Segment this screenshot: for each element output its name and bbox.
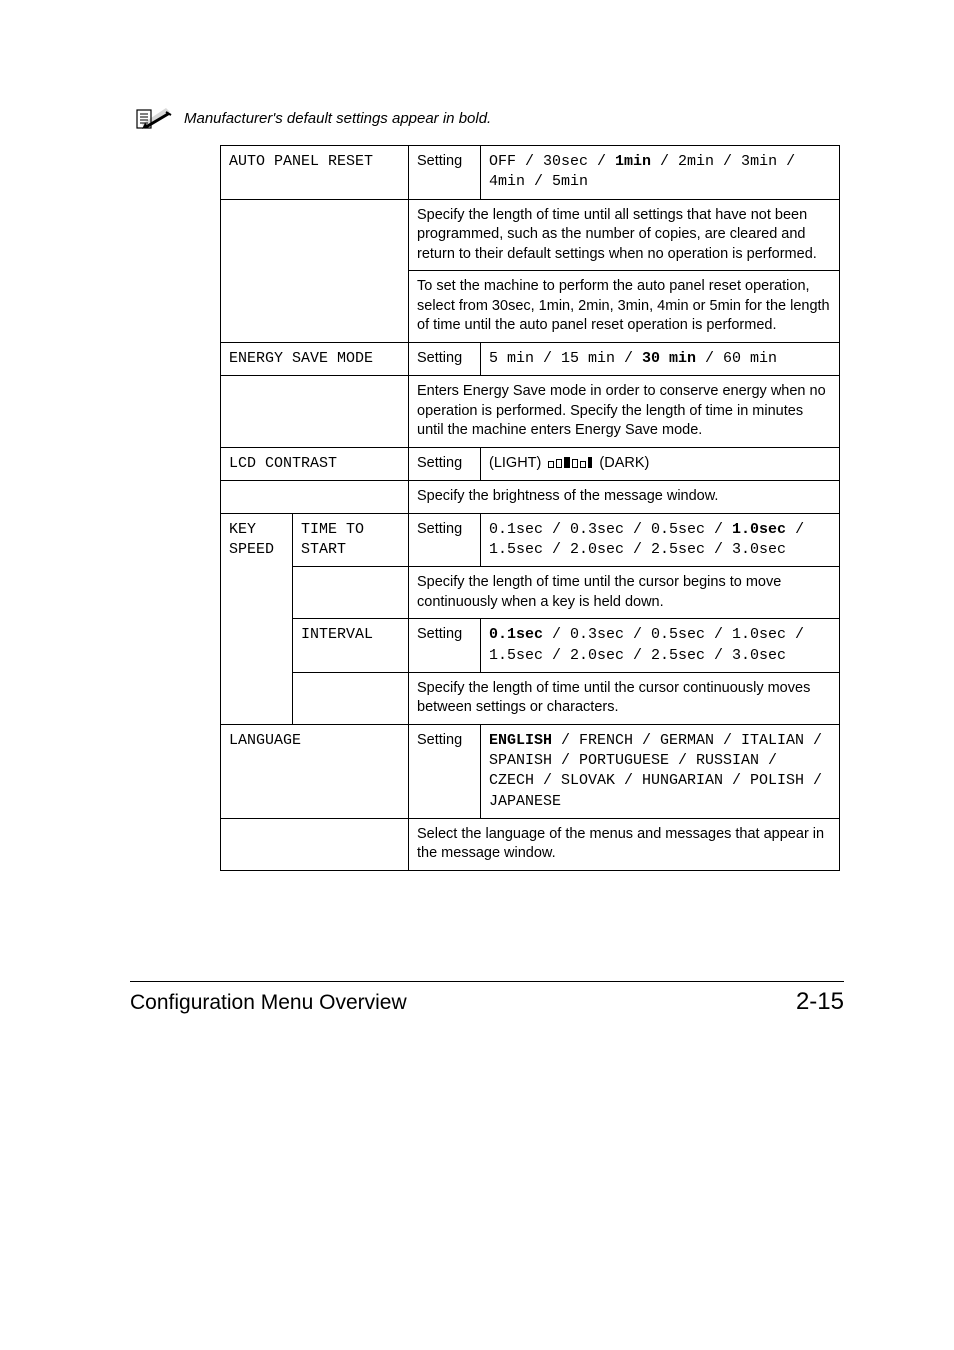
table-row: Enters Energy Save mode in order to cons… <box>221 376 840 448</box>
page-footer: Configuration Menu Overview 2-15 <box>130 981 844 1016</box>
setting-label: Setting <box>409 619 481 673</box>
table-row: To set the machine to perform the auto p… <box>221 271 840 343</box>
setting-label: Setting <box>409 447 481 480</box>
row-desc: To set the machine to perform the auto p… <box>409 271 840 343</box>
row-desc: Specify the length of time until the cur… <box>409 672 840 724</box>
table-row: LCD CONTRAST Setting (LIGHT) (DARK) <box>221 447 840 480</box>
table-row: Specify the length of time until all set… <box>221 199 840 271</box>
contrast-bars-icon <box>548 457 592 468</box>
row-desc: Specify the length of time until the cur… <box>409 567 840 619</box>
row-desc: Select the language of the menus and mes… <box>409 818 840 870</box>
table-row: INTERVAL Setting 0.1sec / 0.3sec / 0.5se… <box>221 619 840 673</box>
setting-label: Setting <box>409 342 481 375</box>
note-text: Manufacturer's default settings appear i… <box>184 110 491 127</box>
row-name: ENERGY SAVE MODE <box>221 342 409 375</box>
setting-label: Setting <box>409 513 481 567</box>
table-row: Specify the brightness of the message wi… <box>221 481 840 514</box>
footer-title: Configuration Menu Overview <box>130 991 407 1015</box>
note-icon <box>136 108 174 135</box>
row-name: KEY SPEED <box>221 513 293 724</box>
settings-table: AUTO PANEL RESET Setting OFF / 30sec / 1… <box>220 145 840 871</box>
setting-label: Setting <box>409 724 481 818</box>
row-desc: Specify the length of time until all set… <box>409 199 840 271</box>
sub-name: TIME TO START <box>293 513 409 567</box>
row-name: LANGUAGE <box>221 724 409 818</box>
setting-options: 0.1sec / 0.3sec / 0.5sec / 1.0sec / 1.5s… <box>481 513 840 567</box>
footer-page: 2-15 <box>796 988 844 1016</box>
sub-name: INTERVAL <box>293 619 409 673</box>
table-row: Specify the length of time until the cur… <box>221 672 840 724</box>
setting-options: 0.1sec / 0.3sec / 0.5sec / 1.0sec / 1.5s… <box>481 619 840 673</box>
table-row: KEY SPEED TIME TO START Setting 0.1sec /… <box>221 513 840 567</box>
row-name: AUTO PANEL RESET <box>221 146 409 200</box>
row-desc: Enters Energy Save mode in order to cons… <box>409 376 840 448</box>
table-row: LANGUAGE Setting ENGLISH / FRENCH / GERM… <box>221 724 840 818</box>
setting-options: (LIGHT) (DARK) <box>481 447 840 480</box>
table-row: ENERGY SAVE MODE Setting 5 min / 15 min … <box>221 342 840 375</box>
setting-options: ENGLISH / FRENCH / GERMAN / ITALIAN / SP… <box>481 724 840 818</box>
setting-label: Setting <box>409 146 481 200</box>
table-row: Specify the length of time until the cur… <box>221 567 840 619</box>
row-desc: Specify the brightness of the message wi… <box>409 481 840 514</box>
table-row: AUTO PANEL RESET Setting OFF / 30sec / 1… <box>221 146 840 200</box>
setting-options: OFF / 30sec / 1min / 2min / 3min / 4min … <box>481 146 840 200</box>
table-row: Select the language of the menus and mes… <box>221 818 840 870</box>
setting-options: 5 min / 15 min / 30 min / 60 min <box>481 342 840 375</box>
row-name: LCD CONTRAST <box>221 447 409 480</box>
